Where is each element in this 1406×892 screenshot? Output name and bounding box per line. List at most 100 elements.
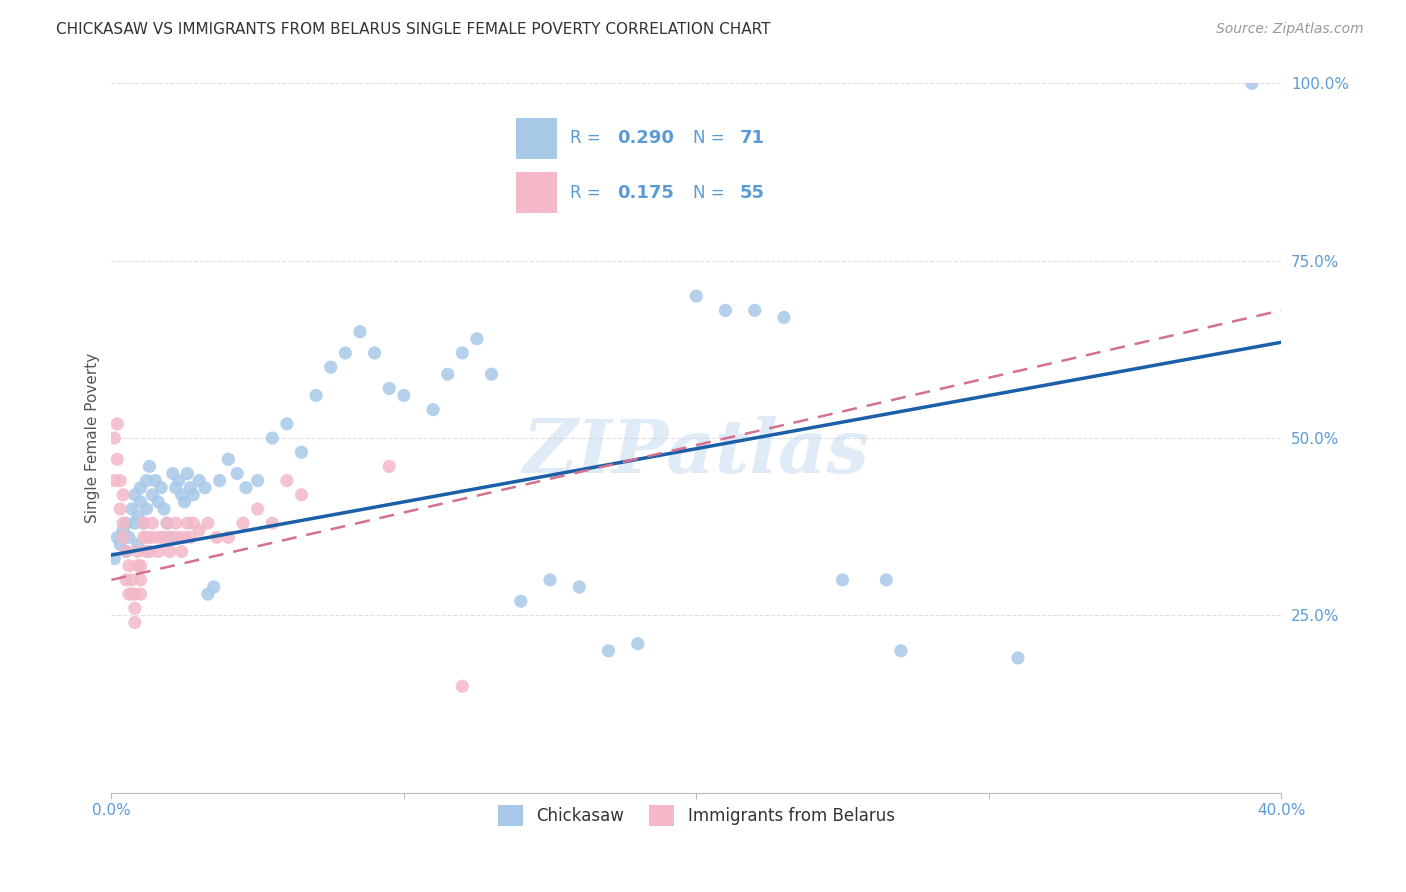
Point [176, 516, 198, 530]
Point [773, 310, 796, 325]
Point [127, 544, 149, 558]
Point [129, 495, 152, 509]
Point [112, 530, 135, 544]
Point [121, 502, 143, 516]
Point [156, 516, 179, 530]
Point [685, 289, 707, 303]
Point [143, 530, 166, 544]
Point [165, 516, 187, 530]
Point [226, 467, 249, 481]
Point [202, 580, 225, 594]
Point [276, 474, 298, 488]
Point [124, 615, 146, 630]
Point [598, 644, 620, 658]
Point [197, 587, 219, 601]
Point [165, 481, 187, 495]
Point [422, 402, 444, 417]
Point [179, 530, 201, 544]
Point [363, 346, 385, 360]
Point [451, 679, 474, 693]
Point [349, 325, 371, 339]
Point [135, 530, 157, 544]
Point [105, 530, 128, 544]
Point [235, 481, 257, 495]
Point [232, 516, 254, 530]
Point [181, 516, 204, 530]
Point [124, 488, 146, 502]
Point [132, 516, 155, 530]
Point [153, 530, 176, 544]
Point [167, 474, 190, 488]
Point [335, 346, 357, 360]
Point [290, 445, 312, 459]
Point [124, 587, 146, 601]
Point [744, 303, 766, 318]
Point [319, 360, 342, 375]
Point [138, 544, 160, 558]
Point [173, 495, 195, 509]
Point [135, 474, 157, 488]
Point [141, 488, 163, 502]
Point [276, 417, 298, 431]
Point [246, 474, 269, 488]
Point [132, 516, 155, 530]
Point [451, 346, 474, 360]
Point [121, 587, 143, 601]
Point [173, 530, 195, 544]
Point [1007, 651, 1029, 665]
Point [108, 502, 131, 516]
Point [121, 573, 143, 587]
Point [627, 637, 650, 651]
Point [170, 544, 193, 558]
Point [138, 459, 160, 474]
Point [392, 388, 415, 402]
Point [129, 481, 152, 495]
Point [538, 573, 561, 587]
Point [262, 431, 284, 445]
Point [115, 516, 138, 530]
Point [118, 558, 141, 573]
Point [148, 544, 170, 558]
Point [875, 573, 897, 587]
Point [129, 573, 152, 587]
Point [162, 530, 184, 544]
Point [115, 544, 138, 558]
Point [159, 544, 181, 558]
Point [188, 474, 211, 488]
Point [138, 530, 160, 544]
Point [176, 467, 198, 481]
Point [246, 502, 269, 516]
Point [156, 516, 179, 530]
Point [465, 332, 488, 346]
Legend: Chickasaw, Immigrants from Belarus: Chickasaw, Immigrants from Belarus [489, 797, 903, 834]
Point [208, 474, 231, 488]
Point [188, 523, 211, 537]
Point [108, 537, 131, 551]
Point [112, 488, 135, 502]
Point [197, 516, 219, 530]
Point [103, 474, 125, 488]
Y-axis label: Single Female Poverty: Single Female Poverty [86, 353, 100, 524]
Point [181, 488, 204, 502]
Point [124, 516, 146, 530]
Point [132, 530, 155, 544]
Point [127, 558, 149, 573]
Point [112, 523, 135, 537]
Point [481, 368, 503, 382]
Point [217, 452, 239, 467]
Point [118, 587, 141, 601]
Point [150, 481, 173, 495]
Point [194, 481, 217, 495]
Point [568, 580, 591, 594]
Text: ZIPatlas: ZIPatlas [523, 416, 870, 489]
Point [143, 474, 166, 488]
Point [179, 481, 201, 495]
Point [153, 502, 176, 516]
Point [115, 544, 138, 558]
Point [205, 530, 228, 544]
Point [105, 417, 128, 431]
Point [141, 516, 163, 530]
Point [129, 558, 152, 573]
Point [112, 516, 135, 530]
Point [150, 530, 173, 544]
